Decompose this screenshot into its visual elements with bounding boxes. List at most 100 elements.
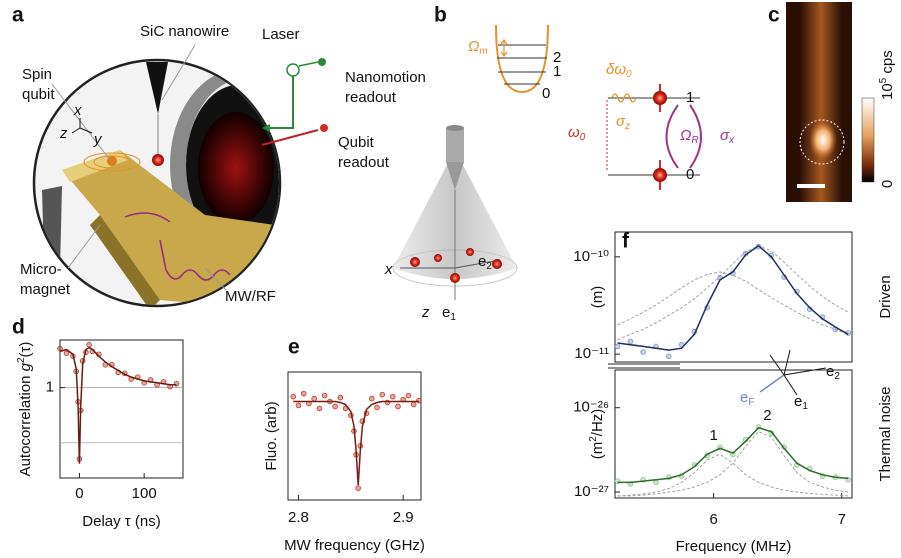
label: SiC nanowire: [140, 23, 229, 40]
label: 0: [542, 85, 550, 102]
data-point: [332, 403, 338, 410]
y-axis-label: (m): [589, 286, 606, 309]
x-tick-label: 2.8: [288, 509, 309, 526]
data-point: [290, 393, 297, 400]
fit-line: [293, 400, 419, 486]
panel-label: c: [768, 4, 780, 27]
superscript: 5: [878, 77, 889, 83]
subscript: x: [728, 135, 735, 146]
plot-frame: [287, 371, 422, 501]
text: 10: [879, 83, 896, 100]
label: readout: [338, 154, 390, 171]
data-point: [321, 392, 328, 399]
data-point: [640, 349, 646, 355]
label: Ωm: [468, 38, 488, 57]
axis-label: x: [73, 102, 82, 119]
plot-frame: [614, 369, 853, 499]
axis-label: z: [421, 304, 430, 321]
text: e: [478, 253, 486, 270]
label: e1: [794, 393, 808, 412]
x-tick-label: 100: [132, 485, 157, 502]
label: Micro-: [20, 261, 62, 278]
y-tick-label: 10⁻²⁶: [573, 399, 609, 416]
axis-label: x: [384, 261, 393, 278]
x-tick-label: 0: [75, 485, 83, 502]
axis-label: e1: [442, 304, 456, 323]
fit-line: [617, 244, 849, 351]
panel-label: e: [288, 336, 300, 359]
data-point: [395, 403, 401, 410]
component-curve: [617, 271, 849, 335]
data-point: [355, 485, 361, 491]
data-point: [627, 338, 634, 345]
side-label: Driven: [877, 275, 894, 318]
label: Nanomotion: [345, 69, 426, 86]
axis-label: y: [93, 131, 103, 148]
subscript: z: [624, 121, 630, 132]
text: e: [826, 363, 834, 380]
label: readout: [345, 89, 397, 106]
y-tick-label: 10⁻¹⁰: [573, 248, 609, 265]
illustration-a: [32, 44, 518, 308]
component-curve: [617, 453, 849, 497]
label: σx: [720, 127, 735, 146]
colorbar-label: 105 cps: [878, 50, 896, 100]
text: Autocorrelation: [17, 371, 34, 476]
data-point: [410, 401, 417, 408]
panel-label: a: [12, 4, 24, 27]
label: σz: [616, 113, 630, 132]
y-tick-label: 1: [46, 379, 54, 396]
data-point: [311, 395, 317, 402]
text: /Hz): [589, 409, 606, 437]
data-point: [405, 392, 412, 399]
text: 2: [588, 436, 599, 442]
label: 2: [553, 49, 561, 66]
panel-label: f: [622, 230, 630, 253]
component-curve: [617, 245, 849, 341]
data-point: [614, 343, 621, 350]
text: σ: [720, 127, 730, 144]
label: 0: [686, 166, 694, 183]
y-tick-label: 10⁻¹¹: [574, 345, 609, 362]
data-point: [368, 395, 375, 402]
data-point: [316, 405, 323, 412]
x-axis-label: Frequency (MHz): [676, 538, 792, 555]
text: e: [740, 389, 748, 406]
data-point: [63, 350, 70, 357]
plot-frame: [614, 231, 853, 363]
label: Laser: [262, 26, 300, 43]
image-c: [786, 2, 875, 202]
subscript: F: [748, 397, 754, 408]
axis-label: z: [59, 125, 68, 142]
subscript: m: [479, 46, 487, 57]
text: ω: [568, 124, 580, 141]
fit-line: [59, 346, 177, 464]
data-point: [374, 404, 380, 411]
y-axis-label: (m2/Hz): [588, 409, 606, 460]
axis-label: e2: [478, 253, 492, 272]
data-point: [389, 393, 396, 400]
subscript: 1: [802, 401, 808, 412]
label: magnet: [20, 281, 71, 298]
x-tick-label: 7: [838, 511, 846, 528]
data-point: [86, 341, 92, 348]
fit-line: [617, 426, 849, 484]
label: qubit: [22, 86, 55, 103]
data-point: [337, 394, 344, 401]
label: ΩR: [680, 127, 699, 146]
data-point: [379, 391, 386, 398]
y-axis-label: Fluo. (arb): [263, 401, 280, 470]
x-tick-label: 2.9: [393, 509, 414, 526]
label: Spin: [22, 66, 52, 83]
subscript: 2: [486, 261, 492, 272]
label: δω0: [606, 61, 632, 80]
text: Ω: [680, 127, 691, 144]
y-axis-label: Autocorrelation g2(τ): [16, 342, 34, 477]
panel-label: d: [12, 316, 25, 339]
annotation: 1: [709, 427, 717, 444]
data-point: [173, 380, 180, 387]
text: e: [794, 393, 802, 410]
panel-label: b: [434, 4, 447, 27]
annotation: 2: [763, 407, 771, 424]
